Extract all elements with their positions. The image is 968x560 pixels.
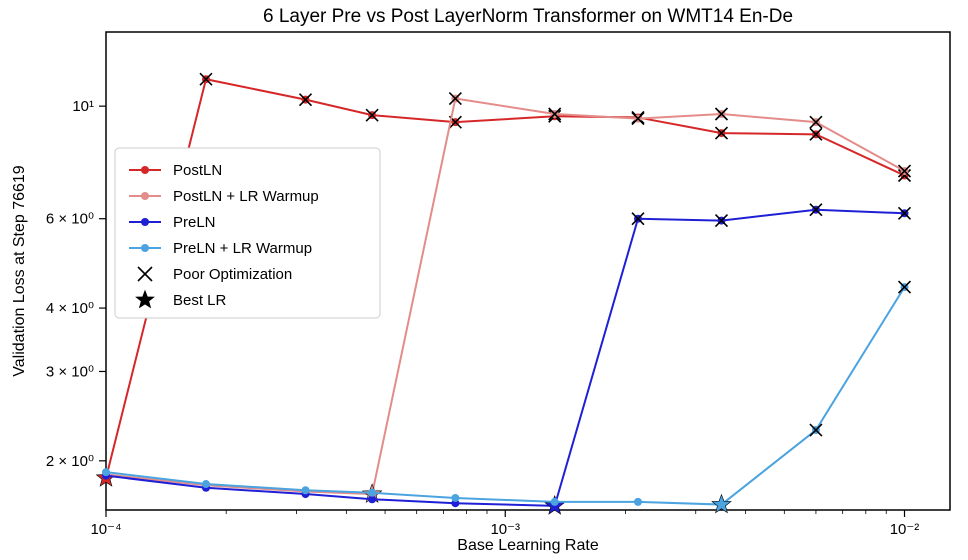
chart-title: 6 Layer Pre vs Post LayerNorm Transforme… <box>263 6 793 27</box>
legend-label: PreLN + LR Warmup <box>173 240 312 257</box>
y-tick-label: 2 × 10⁰ <box>46 453 94 470</box>
y-tick-label: 3 × 10⁰ <box>46 363 94 380</box>
legend-label: Best LR <box>173 292 227 309</box>
legend-swatch-dot <box>141 244 149 252</box>
chart-svg: 6 Layer Pre vs Post LayerNorm Transforme… <box>0 0 968 560</box>
series-point <box>634 498 642 506</box>
x-tick-label: 10⁻³ <box>490 521 520 538</box>
series-point <box>368 489 376 497</box>
y-tick-label: 4 × 10⁰ <box>46 300 94 317</box>
y-axis-label: Validation Loss at Step 76619 <box>11 165 28 377</box>
legend-swatch-dot <box>141 192 149 200</box>
legend-label: PreLN <box>173 214 216 231</box>
legend-label: Poor Optimization <box>173 266 292 283</box>
y-tick-label: 10¹ <box>72 98 94 115</box>
x-tick-label: 10⁻⁴ <box>90 521 121 538</box>
x-axis-label: Base Learning Rate <box>457 537 599 554</box>
x-tick-label: 10⁻² <box>890 521 920 538</box>
series-point <box>202 480 210 488</box>
series-point <box>302 486 310 494</box>
legend-swatch-dot <box>141 166 149 174</box>
series-point <box>551 498 559 506</box>
chart-container: 6 Layer Pre vs Post LayerNorm Transforme… <box>0 0 968 560</box>
series-point <box>102 468 110 476</box>
series-point <box>451 494 459 502</box>
y-tick-label: 6 × 10⁰ <box>46 211 94 228</box>
legend-box <box>115 148 380 318</box>
legend-label: PostLN + LR Warmup <box>173 188 319 205</box>
legend-label: PostLN <box>173 162 222 179</box>
legend-swatch-dot <box>141 218 149 226</box>
